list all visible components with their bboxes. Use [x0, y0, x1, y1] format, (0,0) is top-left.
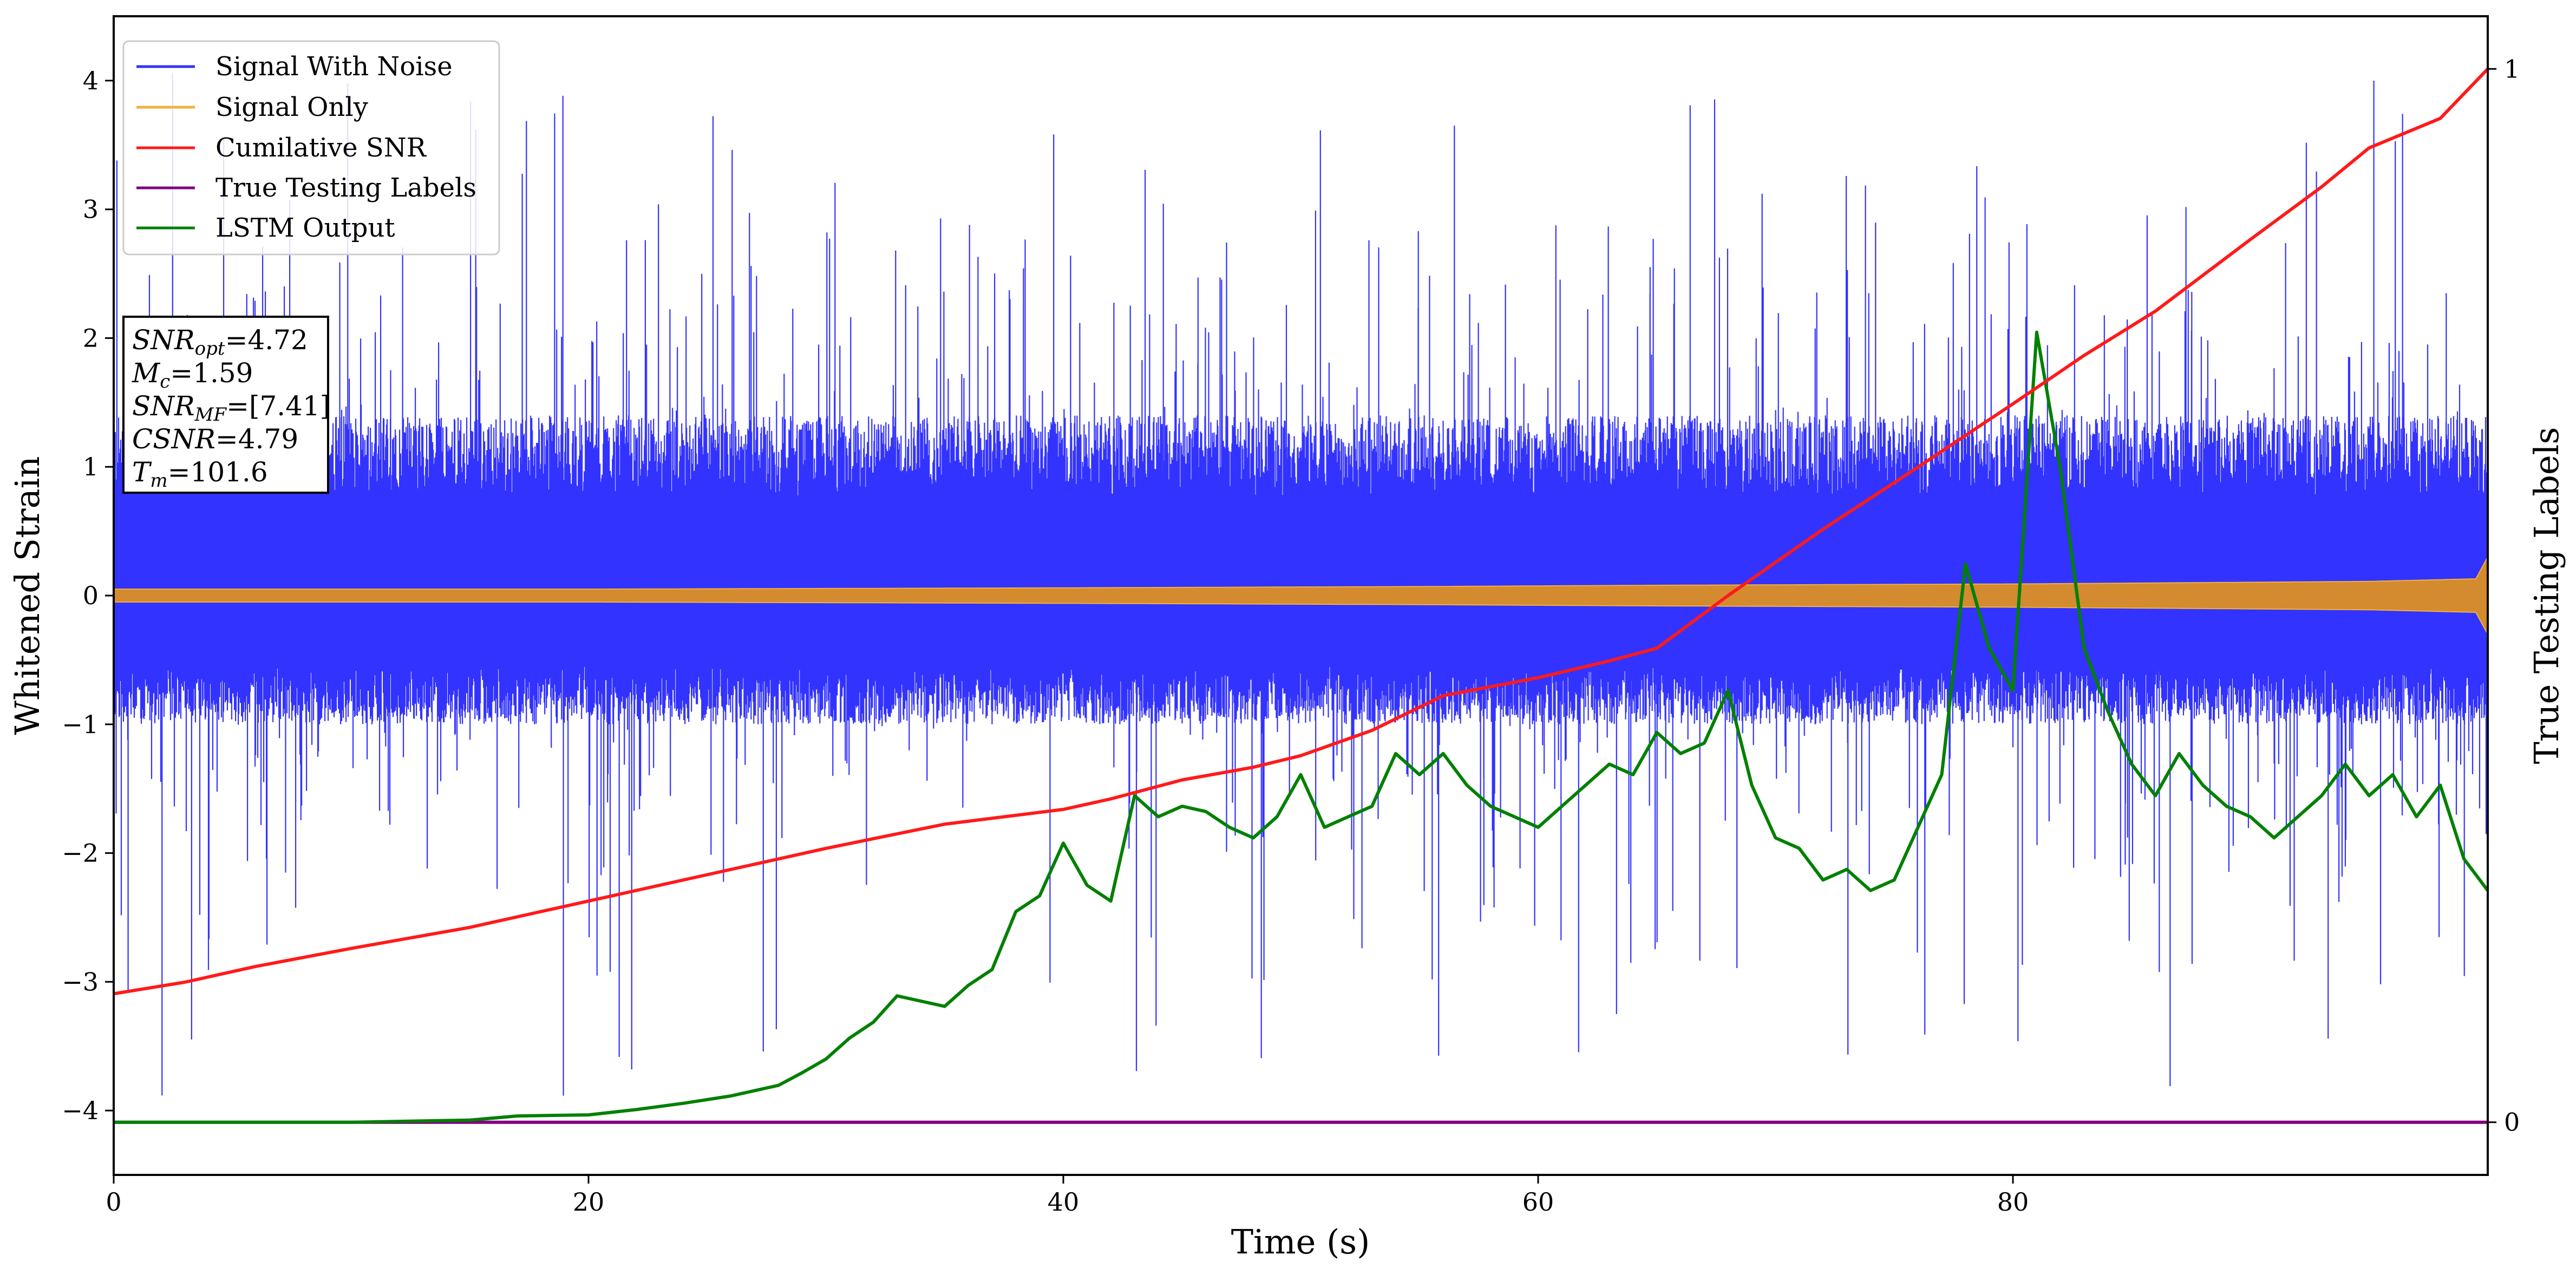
y-tick-label: 3	[83, 195, 99, 224]
y-tick-label: −3	[62, 967, 99, 996]
info-tm: Tm=101.6	[132, 456, 268, 492]
info-box-frame	[122, 316, 329, 494]
x-tick-label: 0	[106, 1187, 121, 1217]
info-var: CSNR	[132, 423, 215, 455]
info-snr-opt: SNRopt=4.72	[132, 324, 308, 360]
legend-label: LSTM Output	[215, 213, 395, 243]
y2-tick-label: 1	[2504, 54, 2520, 83]
legend-label: Signal Only	[215, 92, 368, 122]
x-axis-title: Time (s)	[1231, 1222, 1370, 1262]
cumilative-snr-line	[114, 68, 2488, 996]
legend-label: Signal With Noise	[215, 51, 453, 82]
info-value: =[7.41]	[226, 390, 330, 422]
info-value: =101.6	[168, 456, 268, 488]
x-tick-label: 80	[1997, 1187, 2029, 1217]
legend: Signal With Noise Signal Only Cumilative…	[122, 40, 500, 256]
legend-frame	[122, 40, 500, 256]
y2-axis-title: True Testing Labels	[2527, 427, 2566, 765]
y2-tick-label: 0	[2504, 1108, 2520, 1137]
info-mc: Mc=1.59	[132, 357, 253, 393]
legend-item-signal-only: Signal Only	[136, 92, 368, 122]
y-tick-label: 1	[83, 452, 99, 481]
info-box: SNRopt=4.72 Mc=1.59 SNRMF=[7.41] CSNR=4.…	[122, 316, 330, 494]
signal-only-band	[114, 557, 2488, 635]
y-tick-label: 4	[83, 66, 99, 95]
legend-item-true-testing-labels: True Testing Labels	[136, 173, 476, 203]
plot-area	[114, 68, 2488, 1124]
legend-label: Cumilative SNR	[215, 133, 427, 163]
info-var: SNR	[132, 324, 195, 356]
x-tick-label: 20	[573, 1187, 605, 1217]
info-snr-mf: SNRMF=[7.41]	[132, 390, 330, 426]
y-tick-label: −1	[62, 710, 99, 739]
info-var: T	[132, 456, 152, 488]
info-sub: c	[160, 371, 170, 393]
info-sub: m	[150, 470, 167, 492]
legend-label: True Testing Labels	[215, 173, 476, 203]
line-series-layer	[114, 68, 2488, 1124]
info-var: M	[132, 357, 161, 389]
series-signal-only	[114, 557, 2488, 635]
info-var: SNR	[132, 390, 195, 422]
lstm-output-line	[114, 330, 2488, 1124]
legend-item-cumilative-snr: Cumilative SNR	[136, 133, 427, 163]
info-value: =4.79	[215, 423, 298, 455]
y-tick-label: 2	[83, 323, 99, 352]
info-value: =4.72	[225, 324, 308, 356]
info-sub: MF	[194, 404, 227, 426]
info-value: =1.59	[170, 357, 253, 389]
legend-item-lstm-output: LSTM Output	[136, 213, 395, 243]
y-tick-label: 0	[83, 581, 99, 610]
info-sub: opt	[195, 338, 225, 360]
legend-item-signal-with-noise: Signal With Noise	[136, 51, 453, 82]
x-tick-label: 60	[1522, 1187, 1554, 1217]
y-tick-label: −2	[62, 839, 99, 868]
y-tick-label: −4	[62, 1096, 99, 1125]
x-tick-label: 40	[1048, 1187, 1080, 1217]
info-csnr: CSNR=4.79	[132, 423, 298, 455]
y-axis-title: Whitened Strain	[8, 456, 47, 735]
